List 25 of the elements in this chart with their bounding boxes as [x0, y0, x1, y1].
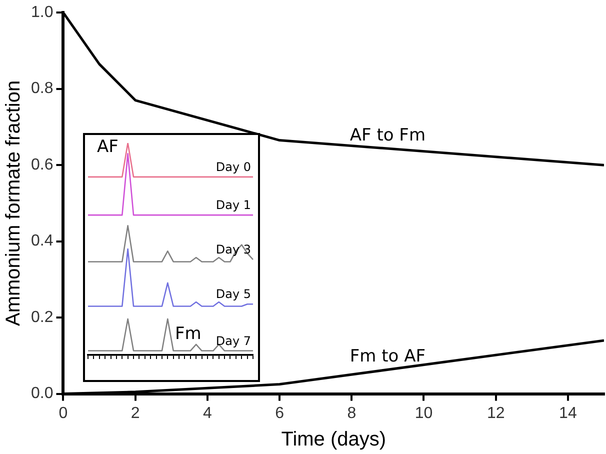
- x-tick-label: 8: [347, 404, 356, 422]
- series-label: Day 7: [216, 334, 251, 348]
- y-tick-label: 0.0: [30, 385, 54, 402]
- x-tick-label: 14: [559, 404, 577, 422]
- series-label: Day 3: [216, 242, 251, 257]
- y-tick-label: 1.0: [30, 4, 54, 22]
- x-tick-label: 4: [202, 404, 212, 422]
- series-label: Day 5: [216, 287, 251, 302]
- x-tick-label: 0: [58, 404, 68, 422]
- series-label: Day 0: [216, 160, 251, 174]
- series-label: Day 1: [216, 198, 251, 212]
- y-tick-label: 0.8: [30, 80, 54, 98]
- series-label: Fm to AF: [350, 346, 426, 367]
- series-label: AF to Fm: [350, 125, 426, 146]
- annotation: AF: [97, 137, 118, 157]
- x-tick-label: 12: [486, 404, 505, 422]
- x-tick-label: 2: [130, 404, 140, 422]
- y-tick-label: 0.4: [30, 232, 54, 250]
- annotation: Fm: [175, 324, 202, 344]
- y-tick-label: 0.2: [30, 308, 54, 326]
- y-tick-label: 0.6: [30, 156, 54, 174]
- x-tick-label: 6: [275, 404, 284, 422]
- x-axis-title: Time (days): [281, 428, 386, 451]
- y-axis-title: Ammonium formate fraction: [2, 80, 25, 326]
- x-tick-label: 10: [414, 404, 433, 422]
